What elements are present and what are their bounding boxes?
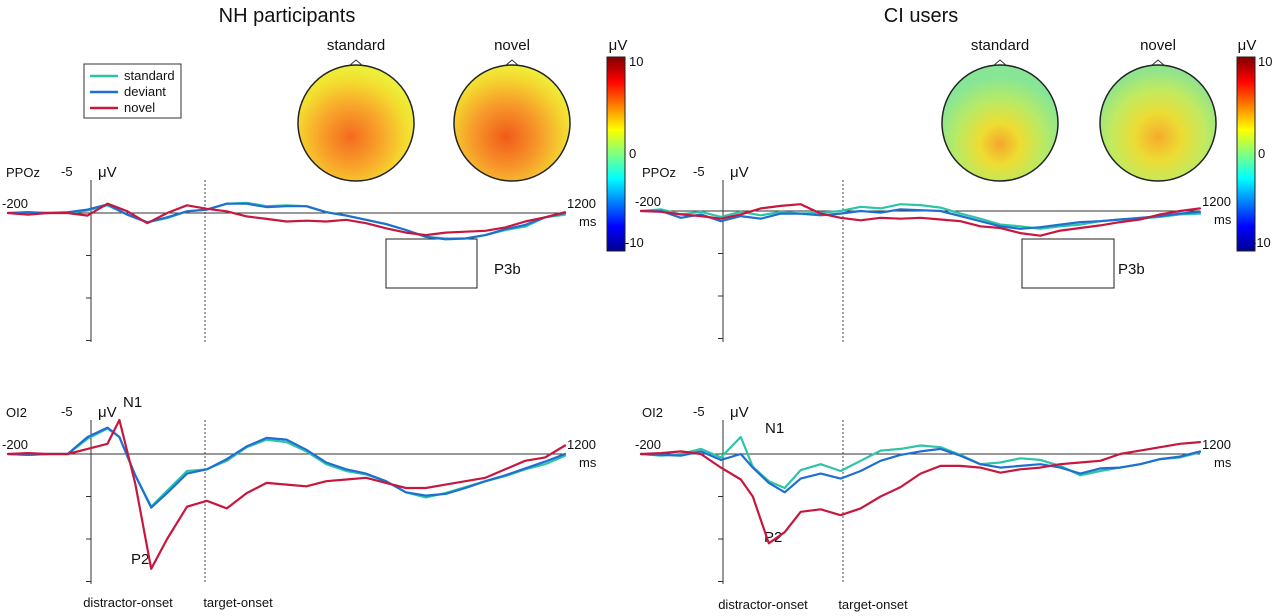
y-unit-label: μV <box>730 164 749 181</box>
annotation-p3b: P3b <box>494 261 521 278</box>
legend: standard deviant novel <box>83 63 182 119</box>
x-unit-label: ms <box>1214 455 1232 470</box>
ci-topomap-novel: novel <box>1099 37 1217 182</box>
ci-distractor-onset-label: distractor-onset <box>718 597 808 612</box>
series-novel <box>6 418 567 570</box>
x-end-label: 1200 <box>567 437 596 452</box>
channel-label: OI2 <box>642 405 663 420</box>
channel-label: OI2 <box>6 405 27 420</box>
nh-colorbar-max: 10 <box>629 54 643 69</box>
nh-colorbar-min: -10 <box>625 235 644 250</box>
ci-colorbar-max: 10 <box>1258 54 1272 69</box>
nose-icon <box>992 59 1008 67</box>
x-start-label: -200 <box>635 437 661 452</box>
y-unit-label: μV <box>730 404 749 421</box>
nh-target-onset-label: target-onset <box>203 595 273 610</box>
nh-ppoz-plot: PPOz -5 μV -200 1200 ms P3b <box>2 164 597 342</box>
series-deviant <box>639 208 1202 230</box>
ci-topo-standard-label: standard <box>971 37 1029 54</box>
channel-label: PPOz <box>642 165 676 180</box>
series-novel <box>639 441 1202 545</box>
series-standard <box>639 203 1202 230</box>
nh-topomap-standard: standard <box>297 37 415 182</box>
y-tick-label-neg5: -5 <box>61 404 73 419</box>
x-start-label: -200 <box>2 196 28 211</box>
annotation-n1: N1 <box>765 420 784 437</box>
nh-group-title: NH participants <box>219 5 356 27</box>
y-unit-label: μV <box>98 164 117 181</box>
x-end-label: 1200 <box>567 196 596 211</box>
nh-colorbar-unit: μV <box>609 37 628 54</box>
ci-topomap-standard: standard <box>941 37 1059 182</box>
y-tick-label-neg5: -5 <box>693 164 705 179</box>
series-novel <box>639 203 1202 237</box>
series-novel <box>6 202 567 237</box>
x-start-label: -200 <box>2 437 28 452</box>
annotation-p3b: P3b <box>1118 261 1145 278</box>
ci-colorbar-unit: μV <box>1238 37 1257 54</box>
x-end-label: 1200 <box>1202 437 1231 452</box>
x-unit-label: ms <box>579 455 597 470</box>
series-standard <box>639 435 1202 490</box>
series-deviant <box>6 202 567 241</box>
nh-topo-standard-label: standard <box>327 37 385 54</box>
p3b-window-box <box>385 238 478 289</box>
x-start-label: -200 <box>635 194 661 209</box>
x-unit-label: ms <box>579 214 597 229</box>
ci-colorbar-mid: 0 <box>1258 146 1265 161</box>
p3b-window-box <box>1021 238 1115 289</box>
nh-topomap-novel: novel <box>453 37 571 182</box>
legend-label-standard: standard <box>124 68 175 83</box>
channel-label: PPOz <box>6 165 40 180</box>
ci-colorbar-min: -10 <box>1252 235 1271 250</box>
ci-colorbar: μV 10 0 -10 <box>1236 37 1272 252</box>
nh-colorbar-mid: 0 <box>629 146 636 161</box>
ci-ppoz-plot: PPOz -5 μV -200 1200 ms P3b <box>635 164 1232 342</box>
nh-topo-novel-label: novel <box>494 37 530 54</box>
nose-icon <box>1150 59 1166 67</box>
y-tick-label-neg5: -5 <box>61 164 73 179</box>
nose-icon <box>348 59 364 67</box>
nh-colorbar: μV 10 0 -10 <box>606 37 644 252</box>
nh-oi2-plot: OI2 -5 μV -200 1200 ms N1 P2 <box>2 394 597 584</box>
series-deviant <box>639 447 1202 494</box>
legend-label-novel: novel <box>124 100 155 115</box>
series-deviant <box>6 426 567 509</box>
annotation-n1: N1 <box>123 394 142 411</box>
x-end-label: 1200 <box>1202 194 1231 209</box>
y-tick-label-neg5: -5 <box>693 404 705 419</box>
ci-topo-novel-label: novel <box>1140 37 1176 54</box>
nose-icon <box>504 59 520 67</box>
y-unit-label: μV <box>98 404 117 421</box>
ci-target-onset-label: target-onset <box>838 597 908 612</box>
ci-group-title: CI users <box>884 5 958 27</box>
legend-label-deviant: deviant <box>124 84 166 99</box>
nh-distractor-onset-label: distractor-onset <box>83 595 173 610</box>
x-unit-label: ms <box>1214 212 1232 227</box>
annotation-p2: P2 <box>131 551 149 568</box>
